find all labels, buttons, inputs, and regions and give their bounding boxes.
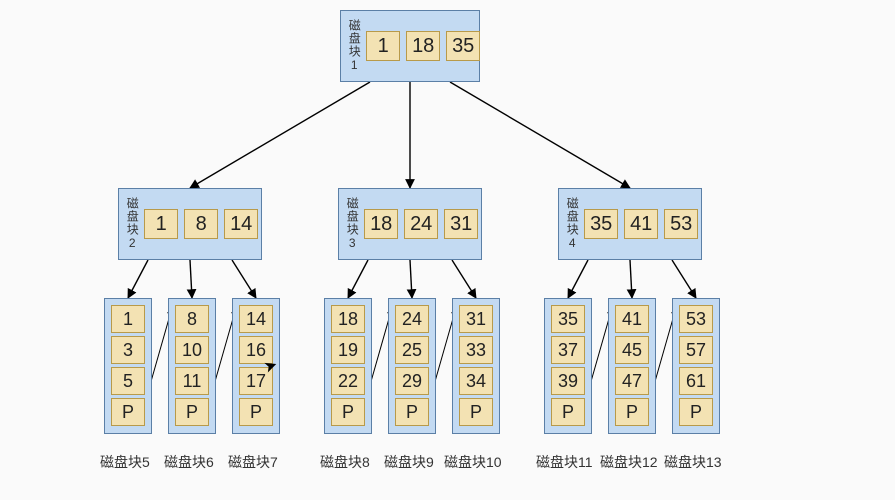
leaf-node-9: 24 25 29 P bbox=[388, 298, 436, 434]
leaf-node-11: 35 37 39 P bbox=[544, 298, 592, 434]
leaf-node-13: 53 57 61 P bbox=[672, 298, 720, 434]
node-side-label: 磁盘块2 bbox=[119, 195, 142, 253]
tree-edge bbox=[232, 260, 256, 298]
leaf-cell: 47 bbox=[615, 367, 649, 395]
node-key: 35 bbox=[446, 31, 480, 61]
leaf-cell: 1 bbox=[111, 305, 145, 333]
leaf-cell: P bbox=[679, 398, 713, 426]
node-side-label: 磁盘块4 bbox=[559, 195, 582, 253]
leaf-cell: 14 bbox=[239, 305, 273, 333]
leaf-cell: 19 bbox=[331, 336, 365, 364]
leaf-cell: P bbox=[175, 398, 209, 426]
leaf-cell: P bbox=[395, 398, 429, 426]
leaf-cell: 16 bbox=[239, 336, 273, 364]
leaf-cell: 57 bbox=[679, 336, 713, 364]
internal-node-4: 磁盘块4354153 bbox=[558, 188, 702, 260]
leaf-cell: 11 bbox=[175, 367, 209, 395]
node-side-label: 磁盘块1 bbox=[341, 17, 364, 75]
leaf-label: 磁盘块7 bbox=[228, 452, 278, 472]
internal-node-3: 磁盘块3182431 bbox=[338, 188, 482, 260]
leaf-cell: P bbox=[615, 398, 649, 426]
leaf-cell: 29 bbox=[395, 367, 429, 395]
leaf-label: 磁盘块13 bbox=[664, 452, 722, 472]
leaf-cell: 61 bbox=[679, 367, 713, 395]
leaf-cell: 8 bbox=[175, 305, 209, 333]
tree-edge bbox=[410, 260, 412, 298]
leaf-cell: P bbox=[331, 398, 365, 426]
tree-edge bbox=[450, 82, 630, 188]
node-key: 41 bbox=[624, 209, 658, 239]
leaf-label: 磁盘块12 bbox=[600, 452, 658, 472]
leaf-cell: 33 bbox=[459, 336, 493, 364]
tree-edge bbox=[348, 260, 368, 298]
leaf-cell: 37 bbox=[551, 336, 585, 364]
leaf-label: 磁盘块8 bbox=[320, 452, 370, 472]
leaf-label: 磁盘块10 bbox=[444, 452, 502, 472]
internal-node-2: 磁盘块21814 bbox=[118, 188, 262, 260]
leaf-cell: 24 bbox=[395, 305, 429, 333]
node-key: 1 bbox=[144, 209, 178, 239]
internal-node-1: 磁盘块111835 bbox=[340, 10, 480, 82]
leaf-cell: 22 bbox=[331, 367, 365, 395]
node-key: 31 bbox=[444, 209, 478, 239]
node-key: 35 bbox=[584, 209, 618, 239]
tree-edge bbox=[190, 260, 192, 298]
leaf-label: 磁盘块9 bbox=[384, 452, 434, 472]
leaf-cell: P bbox=[459, 398, 493, 426]
leaf-label: 磁盘块5 bbox=[100, 452, 150, 472]
leaf-label: 磁盘块6 bbox=[164, 452, 214, 472]
leaf-cell: 25 bbox=[395, 336, 429, 364]
leaf-cell: 45 bbox=[615, 336, 649, 364]
leaf-node-5: 1 3 5 P bbox=[104, 298, 152, 434]
node-key: 18 bbox=[406, 31, 440, 61]
tree-edge bbox=[190, 82, 370, 188]
leaf-label: 磁盘块11 bbox=[536, 452, 593, 472]
node-key: 18 bbox=[364, 209, 398, 239]
leaf-node-10: 31 33 34 P bbox=[452, 298, 500, 434]
leaf-cell: 3 bbox=[111, 336, 145, 364]
leaf-cell: 17 bbox=[239, 367, 273, 395]
leaf-cell: P bbox=[551, 398, 585, 426]
leaf-node-7: 14 16 17 P bbox=[232, 298, 280, 434]
tree-edge bbox=[128, 260, 148, 298]
leaf-cell: 5 bbox=[111, 367, 145, 395]
leaf-cell: 41 bbox=[615, 305, 649, 333]
tree-edge bbox=[672, 260, 696, 298]
node-key: 14 bbox=[224, 209, 258, 239]
leaf-node-8: 18 19 22 P bbox=[324, 298, 372, 434]
leaf-cell: 10 bbox=[175, 336, 209, 364]
tree-edge bbox=[630, 260, 632, 298]
leaf-cell: P bbox=[239, 398, 273, 426]
leaf-cell: 39 bbox=[551, 367, 585, 395]
leaf-node-6: 8 10 11 P bbox=[168, 298, 216, 434]
leaf-cell: 35 bbox=[551, 305, 585, 333]
leaf-cell: 34 bbox=[459, 367, 493, 395]
node-side-label: 磁盘块3 bbox=[339, 195, 362, 253]
tree-edge bbox=[568, 260, 588, 298]
leaf-cell: 31 bbox=[459, 305, 493, 333]
node-key: 24 bbox=[404, 209, 438, 239]
node-key: 8 bbox=[184, 209, 218, 239]
leaf-cell: P bbox=[111, 398, 145, 426]
node-key: 1 bbox=[366, 31, 400, 61]
leaf-cell: 53 bbox=[679, 305, 713, 333]
leaf-node-12: 41 45 47 P bbox=[608, 298, 656, 434]
tree-edge bbox=[452, 260, 476, 298]
leaf-cell: 18 bbox=[331, 305, 365, 333]
node-key: 53 bbox=[664, 209, 698, 239]
